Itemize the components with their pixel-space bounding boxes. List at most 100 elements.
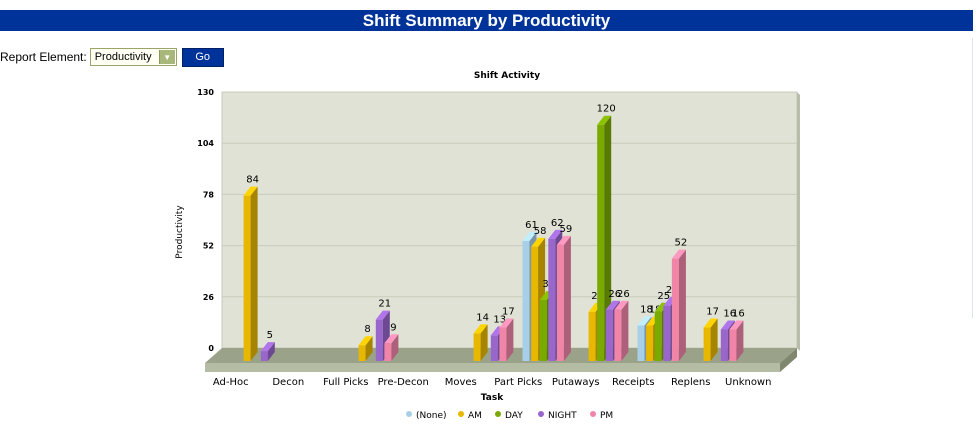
bar-putaways-day <box>597 115 612 361</box>
bar-receipts-pm <box>671 249 686 361</box>
bar-top <box>637 316 652 326</box>
scroll-edge <box>972 38 978 318</box>
bar-putaways-pm <box>614 300 629 361</box>
bar-replens-am <box>703 318 718 361</box>
legend-label: PM <box>600 411 613 421</box>
bar-top <box>614 300 629 310</box>
legend-label: NIGHT <box>548 411 577 421</box>
data-label: 26 <box>608 289 621 300</box>
bar-face <box>556 244 564 361</box>
legend-swatch <box>458 411 464 417</box>
chart-title: Shift Activity <box>474 71 540 81</box>
x-tick-label: Part Picks <box>494 377 542 388</box>
x-tick-label: Receipts <box>612 377 655 388</box>
data-label: 61 <box>525 220 538 231</box>
bar-side <box>250 186 258 361</box>
plot-floor-front <box>205 363 780 372</box>
x-tick-label: Decon <box>272 377 304 388</box>
go-button[interactable]: Go <box>181 47 224 67</box>
chevron-down-icon[interactable]: ▼ <box>158 50 175 64</box>
bar-full-picks-am <box>358 336 373 361</box>
bar-face <box>646 325 654 361</box>
report-element-select[interactable]: Productivity ▼ <box>89 48 177 66</box>
bar-face <box>597 124 605 361</box>
data-label: 16 <box>732 308 745 319</box>
bar-face <box>522 240 530 361</box>
legend-swatch <box>590 411 596 417</box>
data-label: 52 <box>675 238 688 249</box>
data-label: 26 <box>617 289 630 300</box>
bar-side <box>391 334 399 361</box>
x-tick-label: Ad-Hoc <box>213 377 249 388</box>
bar-moves-am <box>473 324 488 361</box>
bar-face <box>490 335 498 361</box>
y-tick-label: 26 <box>203 293 215 302</box>
bar-face <box>637 325 645 361</box>
bar-top <box>384 334 399 344</box>
y-tick-label: 0 <box>208 344 214 353</box>
legend-label: AM <box>468 411 482 421</box>
bar-side <box>506 318 514 361</box>
y-axis-title: Productivity <box>175 205 185 259</box>
report-controls: Report Element: Productivity ▼ Go <box>0 47 224 67</box>
data-label: 59 <box>560 224 573 235</box>
y-tick-label: 104 <box>197 139 214 148</box>
bar-side <box>480 324 488 361</box>
bar-face <box>473 333 481 361</box>
data-label: 25 <box>657 291 670 302</box>
bar-full-picks-pm <box>384 334 399 361</box>
report-element-label: Report Element: <box>0 50 87 64</box>
bar-face <box>375 319 383 361</box>
y-tick-label: 78 <box>203 190 215 199</box>
x-tick-label: Unknown <box>725 377 771 388</box>
data-label: 62 <box>551 218 564 229</box>
legend-swatch <box>538 411 544 417</box>
bar-side <box>563 235 571 361</box>
bar-side <box>621 300 629 361</box>
bar-moves-pm <box>499 318 514 361</box>
bar-face <box>499 327 507 361</box>
bar-face <box>614 309 622 361</box>
bar-side <box>267 342 275 361</box>
legend: (None) AM DAY NIGHT PM <box>406 411 613 421</box>
x-tick-label: Replens <box>671 377 710 388</box>
data-label: 8 <box>364 324 370 335</box>
bar-top <box>556 235 571 245</box>
bar-replens-pm <box>729 320 744 361</box>
bar-top <box>720 320 735 330</box>
data-label: 14 <box>476 312 489 323</box>
bar-face <box>654 311 662 361</box>
bar-side <box>710 318 718 361</box>
bar-face <box>358 345 366 361</box>
bar-part-picks-pm <box>556 235 571 361</box>
bar-face <box>260 351 268 361</box>
data-label: 21 <box>378 299 391 310</box>
bar-face <box>671 258 679 361</box>
bar-top <box>597 115 612 125</box>
bar-side <box>365 336 373 361</box>
bar-top <box>671 249 686 259</box>
bar-face <box>729 329 737 361</box>
bar-face <box>588 311 596 361</box>
data-label: 84 <box>246 175 259 186</box>
bar-top <box>243 186 258 196</box>
bar-top <box>605 300 620 310</box>
data-label: 9 <box>390 322 396 333</box>
bar-face <box>243 195 251 361</box>
data-label: 5 <box>267 330 273 341</box>
bar-top <box>531 237 546 247</box>
bar-top <box>260 342 275 352</box>
bar-side <box>678 249 686 361</box>
x-axis-title: Task <box>481 393 504 403</box>
data-label: 13 <box>493 314 506 325</box>
data-label: 120 <box>597 104 616 115</box>
bar-face <box>663 305 671 361</box>
bar-ad-hoc-am <box>243 186 258 361</box>
plot-wall-shadow <box>797 92 800 351</box>
bar-top <box>358 336 373 346</box>
bar-face <box>384 343 392 361</box>
bar-side <box>736 320 744 361</box>
x-tick-label: Pre-Decon <box>378 377 429 388</box>
legend-label: DAY <box>505 411 523 421</box>
data-label: 17 <box>502 307 515 318</box>
